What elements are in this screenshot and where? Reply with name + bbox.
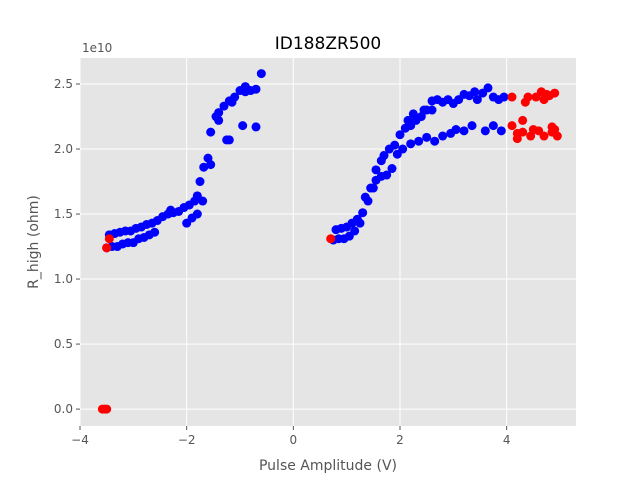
y-tick-label: 2.0 [54, 142, 73, 156]
blue-data-point [470, 87, 480, 97]
y-tick-label: 0.0 [54, 402, 73, 416]
blue-data-point [459, 126, 469, 136]
blue-data-point [403, 115, 413, 125]
blue-data-point [358, 208, 368, 218]
blue-data-point [251, 84, 261, 94]
blue-data-point [222, 135, 232, 145]
x-tick-label: 0 [290, 433, 298, 447]
blue-data-point [459, 89, 469, 99]
blue-data-point [256, 69, 266, 79]
red-data-point [326, 234, 336, 244]
blue-data-point [352, 214, 362, 224]
blue-data-point [206, 127, 216, 137]
blue-data-point [251, 122, 261, 132]
red-data-point [523, 92, 533, 102]
blue-data-point [451, 125, 461, 135]
red-data-point [518, 115, 528, 125]
blue-data-point [406, 139, 416, 149]
blue-data-point [422, 132, 432, 142]
blue-data-point [448, 99, 458, 109]
blue-data-point [414, 136, 424, 146]
blue-data-point [192, 209, 202, 219]
y-tick-label: 2.5 [54, 77, 73, 91]
blue-data-point [496, 126, 506, 136]
x-axis-label: Pulse Amplitude (V) [259, 458, 397, 474]
blue-data-point [408, 109, 418, 119]
data-points [97, 69, 562, 414]
blue-data-point [499, 92, 509, 102]
blue-data-point [467, 121, 477, 131]
blue-data-point [166, 205, 176, 215]
blue-data-point [419, 105, 429, 115]
red-data-point [512, 134, 522, 144]
blue-data-point [366, 183, 376, 193]
blue-data-point [240, 87, 250, 97]
blue-data-point [195, 177, 205, 187]
blue-data-point [483, 83, 493, 93]
blue-data-point [382, 170, 392, 180]
x-tick-label: 2 [396, 433, 404, 447]
red-data-point [550, 88, 560, 98]
y-tick-label: 0.5 [54, 337, 73, 351]
blue-data-point [438, 131, 448, 141]
blue-data-point [198, 196, 208, 206]
red-data-point [507, 121, 517, 131]
blue-data-point [395, 130, 405, 140]
red-data-point [518, 127, 528, 137]
blue-data-point [214, 115, 224, 125]
blue-data-point [206, 160, 216, 170]
blue-data-point [427, 105, 437, 115]
y-tick-label: 1.5 [54, 207, 73, 221]
blue-data-point [350, 226, 360, 236]
blue-data-point [480, 126, 490, 136]
red-data-point [104, 234, 114, 244]
blue-data-point [430, 136, 440, 146]
blue-data-point [199, 162, 209, 172]
x-tick-label: 4 [503, 433, 511, 447]
blue-data-point [360, 192, 370, 202]
blue-data-point [150, 227, 160, 237]
chart-title: ID188ZR500 [275, 34, 381, 54]
red-data-point [552, 131, 562, 141]
blue-data-point [387, 164, 397, 174]
blue-data-point [214, 108, 224, 118]
blue-data-point [227, 97, 237, 107]
x-tick-labels: −4 −2 0 2 4 [71, 426, 510, 447]
y-axis-label: R_high (ohm) [26, 195, 42, 289]
y-tick-labels: 0.0 0.5 1.0 1.5 2.0 2.5 [54, 77, 80, 416]
red-data-point [539, 131, 549, 141]
blue-data-point [238, 121, 248, 131]
blue-data-point [398, 144, 408, 154]
x-tick-label: −4 [71, 433, 89, 447]
blue-data-point [379, 151, 389, 161]
red-data-point [507, 92, 517, 102]
x-tick-label: −2 [178, 433, 196, 447]
y-tick-label: 1.0 [54, 272, 73, 286]
blue-data-point [371, 165, 381, 175]
y-offset-label: 1e10 [82, 41, 112, 55]
blue-data-point [390, 140, 400, 150]
red-data-point [102, 404, 112, 414]
red-data-point [102, 243, 112, 253]
blue-data-point [472, 95, 482, 105]
blue-data-point [488, 121, 498, 131]
